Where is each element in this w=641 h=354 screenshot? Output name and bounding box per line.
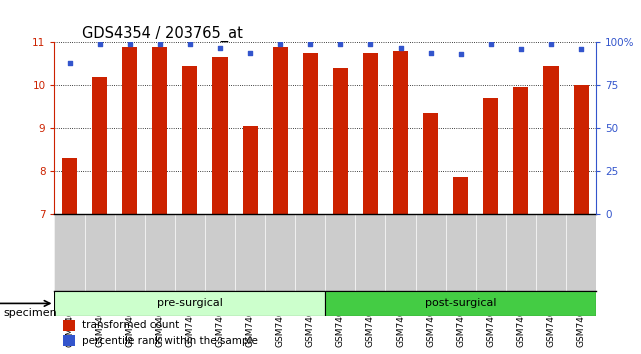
Bar [63,335,74,346]
Bar [92,77,107,213]
Point [365,41,376,47]
Bar [62,158,77,213]
Bar [63,320,74,331]
Bar [333,68,348,213]
Point [486,41,496,47]
Bar [393,51,408,213]
Point [215,45,225,50]
Point [456,52,466,57]
Bar [453,177,468,213]
Bar [513,87,528,213]
Point [124,41,135,47]
Bar [242,126,258,213]
Bar [363,53,378,213]
Point [305,41,315,47]
Point [275,41,285,47]
Bar [272,47,288,213]
Bar [153,47,167,213]
Text: specimen: specimen [3,308,57,318]
Text: pre-surgical: pre-surgical [157,298,223,308]
Point [245,50,255,56]
Point [426,50,436,56]
Point [395,45,406,50]
Point [516,46,526,52]
Text: percentile rank within the sample: percentile rank within the sample [81,336,258,346]
Bar [574,85,588,213]
Point [64,60,74,66]
Bar [423,113,438,213]
Bar [122,47,137,213]
Point [576,46,587,52]
Bar [326,291,596,316]
Bar [212,57,228,213]
Bar [483,98,498,213]
Point [94,41,104,47]
Point [185,41,195,47]
Text: GDS4354 / 203765_at: GDS4354 / 203765_at [81,26,242,42]
Bar [544,66,558,213]
Bar [183,66,197,213]
Text: transformed count: transformed count [81,320,179,330]
Point [546,41,556,47]
Text: post-surgical: post-surgical [425,298,497,308]
Point [335,41,345,47]
Point [154,41,165,47]
Bar [54,291,326,316]
Bar [303,53,318,213]
